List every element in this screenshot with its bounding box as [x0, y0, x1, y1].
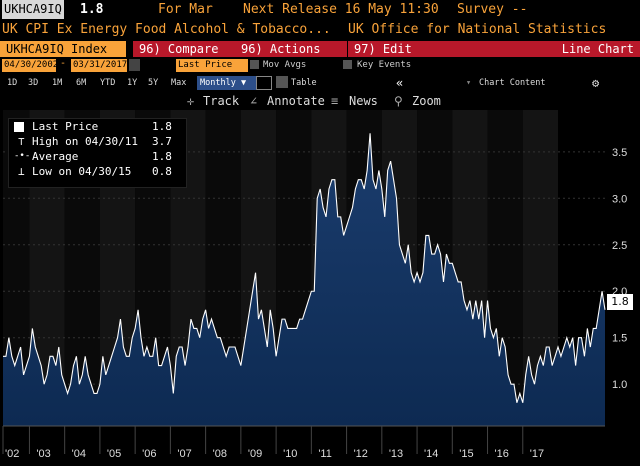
gear-icon[interactable]: ⚙ [592, 76, 600, 90]
x-tick-label: '07 [177, 448, 191, 460]
for-period: For Mar [158, 2, 213, 17]
security-header: UKHCA9IQ 1.8 For Mar Next Release 16 May… [0, 0, 640, 20]
triangle-down-icon: ▼ [240, 78, 247, 88]
news-icon: ≡ [331, 94, 339, 108]
x-tick-label: '08 [213, 448, 227, 460]
x-tick-label: '14 [424, 448, 438, 460]
key-events-checkbox[interactable] [343, 60, 352, 69]
table-toggle-icon[interactable] [276, 76, 288, 88]
range-button-5y[interactable]: 5Y [148, 78, 159, 88]
x-axis: '02 '03 '04 '05 '06 '07 '08 '09 '10 '11 '12 '13 '14 '… [2, 425, 605, 460]
range-button-max[interactable]: Max [171, 78, 187, 88]
range-button-3d[interactable]: 3D [28, 78, 39, 88]
crosshair-icon: ✛ [187, 94, 195, 108]
index-tab[interactable]: UKHCA9IQ Index [0, 41, 126, 57]
frequency-label: Monthly [200, 78, 236, 88]
line-chart-icon[interactable] [256, 76, 272, 90]
low-marker-icon: ⊥ [18, 165, 25, 178]
survey: Survey -- [457, 2, 528, 17]
series-swatch-icon [14, 122, 24, 132]
x-tick-label: '02 [5, 448, 19, 460]
x-tick-label: '04 [72, 448, 86, 460]
y-tick-label: 2.5 [612, 240, 627, 252]
x-tick-label: '13 [389, 448, 403, 460]
legend-title-row: Last Price 1.8 [9, 119, 186, 134]
function-tabs: UKHCA9IQ Index 96) Compare 96) Actions 9… [0, 40, 640, 58]
mov-avgs-label: Mov Avgs [263, 60, 307, 70]
range-button-1d[interactable]: 1D [7, 78, 18, 88]
magnifier-icon: ⚲ [394, 94, 403, 108]
y-tick-label: 1.5 [612, 333, 627, 345]
x-tick-label: '16 [495, 448, 509, 460]
mov-avgs-checkbox[interactable] [250, 60, 259, 69]
key-events-label: Key Events [357, 60, 412, 70]
x-tick-label: '03 [36, 448, 50, 460]
average-marker-icon: -•- [14, 151, 31, 161]
news-tool[interactable]: News [349, 94, 378, 108]
current-value-tag: 1.8 [607, 294, 633, 310]
compare-button[interactable]: 96) Compare [133, 41, 237, 57]
field-select[interactable]: Last Price [176, 59, 248, 72]
x-tick-label: '05 [107, 448, 121, 460]
x-tick-label: '10 [283, 448, 297, 460]
table-label: Table [291, 78, 317, 88]
legend-title: Last Price [32, 120, 99, 133]
y-tick-label: 1.0 [612, 379, 627, 391]
ticker-symbol[interactable]: UKHCA9IQ [2, 0, 64, 19]
security-description-row: UK CPI Ex Energy Food Alcohol & Tobacco.… [0, 20, 640, 40]
x-tick-label: '11 [318, 448, 332, 460]
calendar-icon[interactable] [129, 59, 140, 71]
legend-high-row: ⊤ High on 04/30/11 3.7 [9, 134, 186, 149]
last-value: 1.8 [80, 2, 104, 17]
legend-low-value: 0.8 [152, 165, 172, 178]
chart-legend[interactable]: Last Price 1.8 ⊤ High on 04/30/11 3.7 -•… [8, 118, 187, 188]
x-tick-label: '17 [530, 448, 544, 460]
x-tick-label: '15 [459, 448, 473, 460]
range-button-6m[interactable]: 6M [76, 78, 87, 88]
chart-area-series [3, 133, 606, 427]
security-description: UK CPI Ex Energy Food Alcohol & Tobacco.… [2, 22, 331, 37]
range-bar: 1D 3D 1M 6M YTD 1Y 5Y Max Monthly ▼ Table « ▾ C… [0, 74, 640, 92]
legend-low-row: ⊥ Low on 04/30/15 0.8 [9, 164, 186, 179]
edit-button[interactable]: 97) Edit [348, 41, 438, 57]
date-separator: - [60, 58, 67, 69]
track-tool[interactable]: Track [203, 94, 240, 108]
price-line [3, 133, 606, 403]
pencil-icon: ∠ [250, 94, 258, 108]
actions-button[interactable]: 96) Actions [235, 41, 347, 57]
frequency-select[interactable]: Monthly ▼ [197, 76, 257, 90]
y-tick-label: 3.0 [612, 193, 627, 205]
end-date-input[interactable]: 03/31/2017 [71, 59, 128, 72]
x-tick-label: '09 [248, 448, 262, 460]
x-tick-label: '12 [354, 448, 368, 460]
y-axis: 1.01.52.02.53.03.5 [612, 147, 627, 391]
chart-content-button[interactable]: Chart Content [479, 78, 546, 88]
zoom-tool[interactable]: Zoom [412, 94, 441, 108]
range-button-1y[interactable]: 1Y [127, 78, 138, 88]
chart-type-button[interactable]: Line Chart [436, 41, 640, 57]
next-release: Next Release 16 May 11:30 [243, 2, 439, 17]
legend-title-value: 1.8 [152, 120, 172, 133]
y-tick-label: 3.5 [612, 147, 627, 159]
double-chevron-left-icon[interactable]: « [396, 76, 404, 90]
chart-tools: ✛ Track ∠ Annotate ≡ News ⚲ Zoom [0, 92, 640, 110]
start-date-input[interactable]: 04/30/2002 [2, 59, 59, 72]
range-button-ytd[interactable]: YTD [100, 78, 116, 88]
high-marker-icon: ⊤ [18, 135, 25, 148]
chevron-down-icon: ▾ [466, 78, 472, 88]
legend-high-value: 3.7 [152, 135, 172, 148]
legend-low: Low on 04/30/15 [32, 165, 132, 178]
legend-average-row: -•- Average 1.8 [9, 149, 186, 164]
x-tick-label: '06 [142, 448, 156, 460]
legend-average-value: 1.8 [152, 150, 172, 163]
range-button-1m[interactable]: 1M [52, 78, 63, 88]
settings-row: 04/30/2002 - 03/31/2017 Last Price Mov A… [0, 58, 640, 74]
legend-average: Average [32, 150, 79, 163]
data-source: UK Office for National Statistics [348, 22, 607, 37]
annotate-tool[interactable]: Annotate [267, 94, 325, 108]
legend-high: High on 04/30/11 [32, 135, 138, 148]
